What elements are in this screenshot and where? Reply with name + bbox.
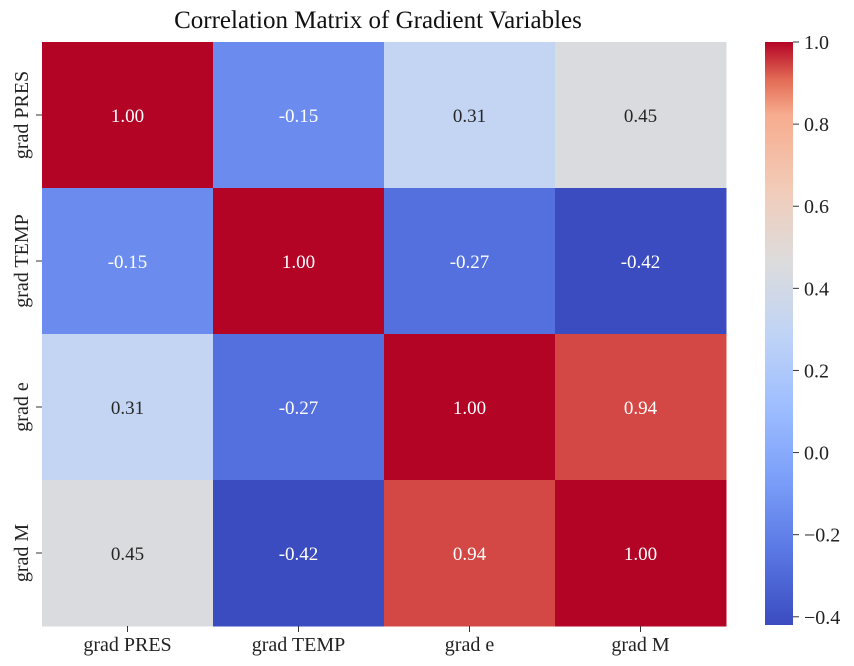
y-tick-label: grad TEMP [11,214,33,308]
cell-value-label: 0.31 [111,398,144,419]
cell-value-label: 0.45 [624,106,657,127]
cell-value-label: 0.94 [624,398,658,419]
cell-value-label: 0.94 [453,544,487,565]
cell-value-label: -0.15 [108,252,148,273]
heatmap-cell [384,188,556,335]
heatmap-cell [42,42,214,189]
y-axis-ticks: grad PRES grad TEMP grad e grad M [11,71,42,582]
x-tick-label: grad M [611,634,670,656]
heatmap-cell [555,188,727,335]
colorbar-tick-label: 1.0 [804,32,829,54]
colorbar-tick-label: 0.8 [804,114,829,136]
cell-value-label: -0.27 [279,398,319,419]
y-tick-label: grad M [11,524,33,583]
cell-value-label: 1.00 [111,106,144,127]
x-tick-label: grad PRES [83,634,171,656]
heatmap-cell [555,42,727,189]
x-tick-label: grad e [445,634,495,656]
colorbar-tick-label: −0.4 [804,607,840,629]
cell-value-label: -0.42 [621,252,661,273]
cell-value-label: 1.00 [453,398,486,419]
cell-value-label: -0.42 [279,544,319,565]
heatmap-cell [42,188,214,335]
y-tick-label: grad e [11,382,33,432]
colorbar-tick-label: 0.6 [804,196,829,218]
cell-value-label: 1.00 [282,252,315,273]
heatmap-cell [384,480,556,627]
heatmap-cell [42,480,214,627]
heatmap-cells [42,42,727,627]
heatmap-cell [384,42,556,189]
y-tick-label: grad PRES [11,71,33,159]
heatmap-cell-labels: 1.00 -0.15 0.31 0.45 -0.15 1.00 -0.27 -0.42 0.31… [108,106,661,565]
heatmap-cell [555,480,727,627]
colorbar-tick-label: 0.0 [804,443,829,465]
colorbar-tick-label: 0.2 [804,360,829,382]
colorbar [765,42,793,625]
cell-value-label: -0.27 [450,252,490,273]
heatmap-cell [213,188,385,335]
x-axis-ticks: grad PRES grad TEMP grad e grad M [83,626,670,656]
heatmap-cell [213,480,385,627]
colorbar-tick-label: 0.4 [804,278,829,300]
x-tick-label: grad TEMP [252,634,346,656]
cell-value-label: 0.45 [111,544,144,565]
colorbar-ticks: 1.0 0.8 0.6 0.4 0.2 0.0 −0.2 −0.4 [793,32,840,629]
heatmap-cell [42,334,214,481]
heatmap-cell [384,334,556,481]
chart-title: Correlation Matrix of Gradient Variables [174,7,582,34]
cell-value-label: 1.00 [624,544,657,565]
heatmap-cell [555,334,727,481]
colorbar-tick-label: −0.2 [804,525,840,547]
heatmap-cell [213,334,385,481]
heatmap-cell [213,42,385,189]
cell-value-label: 0.31 [453,106,486,127]
cell-value-label: -0.15 [279,106,319,127]
